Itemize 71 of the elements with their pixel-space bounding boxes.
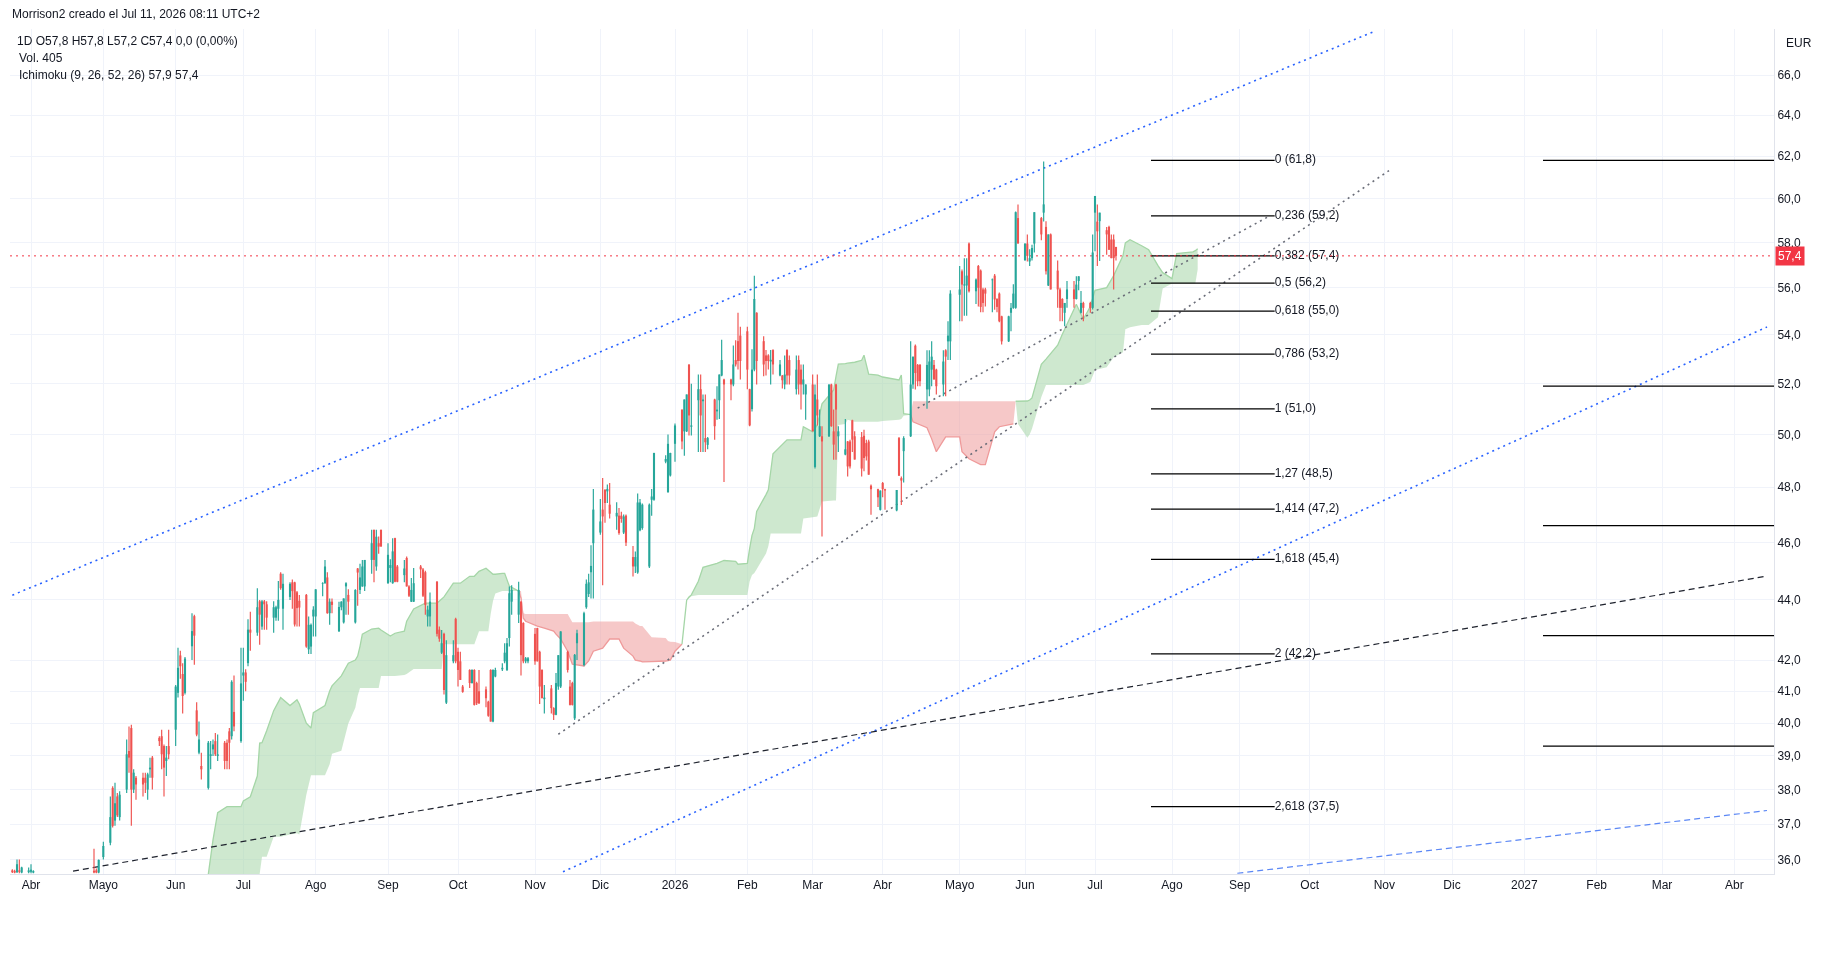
x-tick-label: Mayo [945,878,975,893]
x-tick-label: Feb [736,878,758,893]
x-tick-label: Abr [1724,878,1744,893]
line-series [1015,239,1199,402]
series-label: 1 (51,0) [1274,400,1317,415]
y-tick-label: 62,0 [1777,149,1802,164]
series-label: 2,618 (37,5) [1274,798,1340,813]
x-tick-label: Feb [1586,878,1608,893]
y-tick-label: 50,0 [1777,427,1802,442]
annotation: Vol. 405 [19,51,63,65]
y-tick-label: 37,0 [1777,817,1802,832]
x-tick-label: Dic [591,878,609,893]
y-tick-label: 41,0 [1777,684,1802,699]
series-label: 0,236 (59,2) [1274,207,1340,222]
y-tick-label: 36,0 [1777,852,1802,867]
y-tick-label: 40,0 [1777,716,1802,731]
x-tick-label: Oct [1300,878,1320,893]
series-label: 0,786 (53,2) [1274,346,1340,361]
x-tick-label: Abr [873,878,893,893]
y-tick-label: 56,0 [1777,281,1802,296]
series-label: 2 (42,2) [1274,645,1317,660]
y-tick-label: 58,0 [1777,235,1802,250]
x-tick-label: Mar [1651,878,1673,893]
x-tick-label: Jun [165,878,186,893]
y-tick-label: 52,0 [1777,376,1802,391]
x-tick-label: Mar [802,878,824,893]
x-tick-label: Sep [377,878,399,893]
ref-line-label: 57,4 [1778,249,1802,263]
y-tick-label: 64,0 [1777,108,1802,123]
y-tick-label: 46,0 [1777,535,1802,550]
y-tick-label: 48,0 [1777,480,1802,495]
candlestick [1072,280,1076,308]
text: Morrison2 creado el Jul 11, 2026 08:11 UTC+2 [12,7,261,21]
x-tick-label: Dic [1443,878,1461,893]
x-tick-label: Mayo [88,878,119,893]
x-tick-label: 2027 [1510,878,1538,893]
series-label: 0,382 (57,4) [1274,247,1340,262]
series-label: 0,5 (56,2) [1274,275,1327,290]
x-tick-label: Sep [1228,878,1251,893]
y-axis-title: EUR [1786,36,1812,50]
x-tick-label: 2026 [661,878,689,893]
x-tick-label: Ago [304,878,327,893]
y-tick-label: 66,0 [1777,68,1802,83]
x-tick-label: Nov [524,878,546,893]
candlestick [197,721,201,755]
x-tick-label: Abr [21,878,41,893]
candlestick [722,378,726,482]
series-label: 1,414 (47,2) [1274,501,1340,516]
x-tick-label: Nov [1373,878,1395,893]
x-tick-label: Ago [1161,878,1183,893]
y-tick-label: 38,0 [1777,782,1802,797]
x-tick-label: Jul [235,878,251,893]
candlestick [729,378,733,401]
y-tick-label: 60,0 [1777,191,1802,206]
candlestick [673,423,677,462]
x-tick-label: Oct [448,878,468,893]
y-tick-label: 54,0 [1777,328,1802,343]
text: 1D O57,8 H57,8 L57,2 C57,4 0,0 (0,00%) [17,34,238,49]
candlestick [876,488,880,508]
candlestick [190,613,194,661]
y-tick-label: 44,0 [1777,593,1802,608]
series-label: 1,27 (48,5) [1274,465,1333,480]
candlestick [232,675,236,732]
series-label: 0 (61,8) [1274,152,1317,167]
x-tick-label: Jul [1087,878,1103,893]
y-tick-label: 39,0 [1777,749,1802,764]
x-tick-label: Jun [1015,878,1035,893]
series-label: 1,618 (45,4) [1274,551,1340,566]
annotation: Ichimoku (9, 26, 52, 26) 57,9 57,4 [19,68,199,82]
y-tick-label: 42,0 [1777,653,1802,668]
series-label: 0,618 (55,0) [1274,303,1340,318]
